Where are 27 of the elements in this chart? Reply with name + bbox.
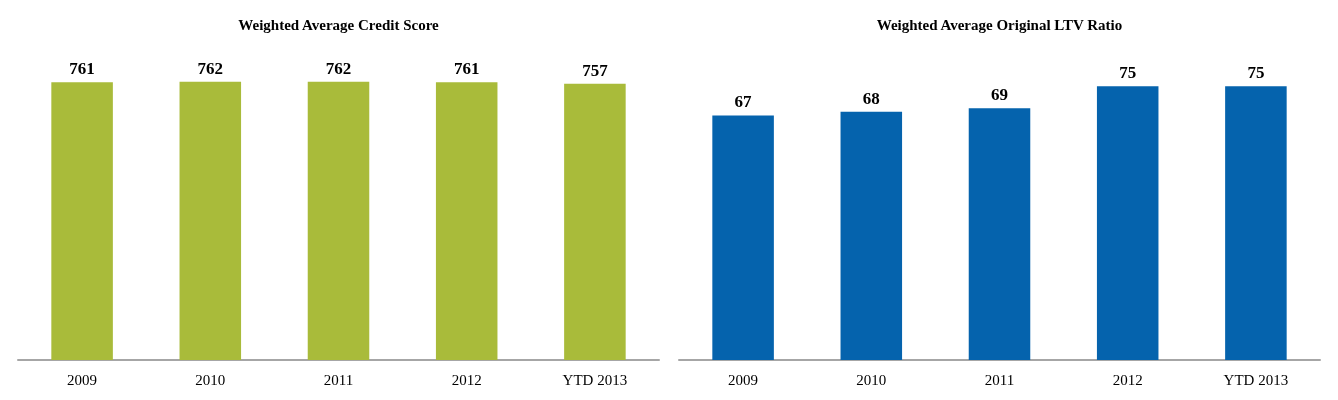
bar [1096, 86, 1159, 360]
x-tick-label: 2011 [984, 371, 1015, 388]
data-label: 75 [1119, 63, 1137, 83]
chart-title: Weighted Average Original LTV Ratio [876, 16, 1123, 33]
x-tick-label: 2010 [195, 371, 226, 388]
data-label: 757 [582, 60, 609, 80]
data-label: 762 [197, 58, 224, 78]
data-label: 762 [325, 58, 352, 78]
data-label: 67 [734, 92, 753, 112]
x-tick-label: 2012 [451, 371, 482, 388]
x-tick-label: YTD 2013 [1223, 371, 1289, 388]
x-tick-label: 2009 [67, 371, 98, 388]
x-tick-label: 2011 [323, 371, 354, 388]
data-label: 69 [991, 85, 1008, 105]
bar [968, 108, 1031, 360]
data-label: 75 [1247, 63, 1265, 83]
bar [1225, 86, 1287, 360]
x-tick-label: 2009 [728, 371, 759, 388]
bar [840, 111, 903, 360]
data-label: 68 [862, 88, 880, 108]
data-label: 761 [69, 59, 95, 79]
x-tick-label: YTD 2013 [562, 371, 628, 388]
data-label: 761 [453, 59, 480, 79]
x-tick-label: 2010 [856, 371, 887, 388]
x-tick-label: 2012 [1112, 371, 1143, 388]
bar [712, 115, 774, 360]
chart-title: Weighted Average Credit Score [238, 16, 440, 33]
